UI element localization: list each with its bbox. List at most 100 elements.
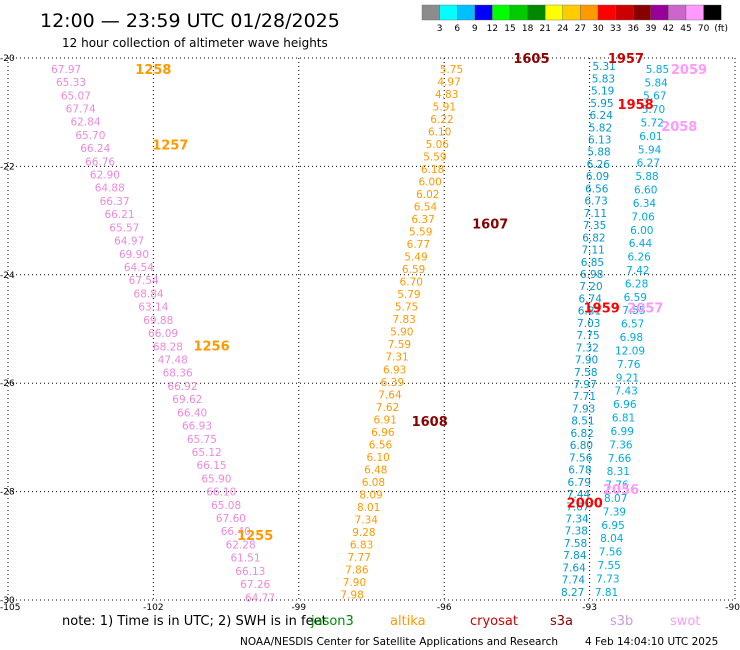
wave-height-value: 6.59 — [624, 292, 647, 304]
legend-swatch — [615, 4, 634, 21]
wave-height-value: 7.32 — [576, 342, 599, 354]
wave-height-value: 5.88 — [587, 147, 610, 159]
wave-height-value: 6.44 — [629, 238, 653, 250]
wave-height-value: 6.77 — [407, 239, 430, 251]
mission-legend: jason3 altika cryosat s3a s3b swot — [310, 614, 700, 629]
wave-height-value: 66.10 — [206, 487, 236, 499]
wave-height-value: 7.03 — [577, 318, 600, 330]
wave-height-value: 69.62 — [172, 394, 202, 406]
wave-height-value: 5.59 — [423, 151, 446, 163]
legend-label: 6 — [454, 24, 460, 34]
wave-height-value: 6.60 — [634, 185, 657, 197]
wave-height-value: 7.11 — [581, 245, 604, 257]
wave-height-value: 6.81 — [578, 306, 601, 318]
wave-height-value: 7.67 — [566, 501, 589, 513]
wave-height-value: 69.90 — [119, 249, 149, 261]
wave-height-value: 8.04 — [600, 533, 624, 545]
wave-height-value: 6.08 — [362, 477, 385, 489]
wave-height-value: 66.92 — [167, 381, 197, 393]
legend-swatch — [668, 4, 687, 21]
wave-height-value: 6.95 — [601, 520, 624, 532]
wave-height-value: 6.73 — [584, 196, 607, 208]
wave-height-value: 6.00 — [418, 176, 441, 188]
wave-height-value: 65.70 — [75, 130, 105, 142]
wave-height-value: 6.98 — [580, 269, 603, 281]
wave-height-value: 6.70 — [400, 277, 423, 289]
wave-height-value: 61.51 — [230, 553, 260, 565]
wave-height-value: 6.74 — [579, 293, 603, 305]
pass-time-label: 1959 — [584, 301, 620, 316]
wave-height-value: 4.83 — [435, 89, 458, 101]
wave-height-value: 6.99 — [611, 426, 634, 438]
pass-time-label: 2000 — [567, 496, 603, 511]
wave-height-value: 7.81 — [595, 587, 618, 599]
wave-height-value: 67.97 — [51, 64, 81, 76]
wave-height-value: 63.14 — [138, 302, 168, 314]
wave-height-value: 6.82 — [570, 428, 593, 440]
wave-height-value: 7.86 — [345, 565, 369, 577]
wave-height-value: 7.74 — [562, 575, 586, 587]
legend-swatch — [685, 4, 704, 21]
legend-swatch — [650, 4, 669, 21]
y-tick-label: -24 — [0, 271, 15, 281]
wave-height-value: 7.58 — [564, 538, 587, 550]
wave-height-value: 64.97 — [114, 236, 144, 248]
legend-label: 45 — [680, 24, 691, 34]
wave-height-value: 6.78 — [568, 465, 591, 477]
y-tick-label: -20 — [0, 54, 15, 64]
wave-height-value: 6.59 — [402, 264, 425, 276]
wave-height-value: 66.37 — [100, 196, 130, 208]
wave-height-value: 7.98 — [340, 590, 363, 602]
wave-height-value: 7.11 — [584, 208, 607, 220]
mission-legend-s3b: s3b — [610, 614, 633, 629]
legend-swatch — [474, 4, 493, 21]
wave-height-value: 5.06 — [426, 139, 450, 151]
legend-label: 70 — [698, 24, 710, 34]
wave-height-value: 6.37 — [411, 214, 434, 226]
y-tick-label: -28 — [0, 488, 15, 498]
pass-time-label: 1255 — [237, 529, 273, 544]
legend-swatch — [597, 4, 616, 21]
legend-swatch — [633, 4, 652, 21]
wave-height-value: 6.83 — [350, 540, 373, 552]
wave-height-value: 7.62 — [376, 402, 399, 414]
legend-label: (ft) — [714, 24, 728, 34]
wave-height-value: 7.64 — [378, 389, 402, 401]
wave-height-value: 7.90 — [343, 577, 366, 589]
wave-height-value: 6.01 — [639, 131, 662, 143]
wave-height-value: 6.18 — [421, 164, 444, 176]
wave-height-value: 5.19 — [591, 86, 614, 98]
wave-height-value: 7.44 — [567, 489, 591, 501]
pass-time-label: 1607 — [472, 217, 508, 232]
wave-height-value: 5.72 — [641, 117, 664, 129]
wave-height-value: 6.93 — [383, 364, 406, 376]
legend-label: 30 — [592, 24, 604, 34]
wave-height-value: 6.96 — [613, 399, 637, 411]
legend-label: 12 — [487, 24, 498, 34]
wave-height-value: 7.34 — [565, 514, 589, 526]
wave-height-value: 8.07 — [604, 493, 627, 505]
wave-height-value: 5.75 — [395, 302, 418, 314]
wave-height-value: 5.70 — [642, 104, 665, 116]
wave-height-value: 5.88 — [635, 171, 658, 183]
wave-height-value: 66.21 — [104, 209, 134, 221]
footer-note: note: 1) Time is in UTC; 2) SWH is in fe… — [62, 614, 327, 629]
wave-height-value: 64.54 — [124, 262, 154, 274]
wave-height-value: 6.79 — [568, 477, 591, 489]
legend-swatch — [545, 4, 564, 21]
wave-height-value: 7.90 — [575, 355, 598, 367]
wave-height-value: 68.28 — [153, 341, 183, 353]
wave-height-value: 65.07 — [61, 90, 91, 102]
wave-height-value: 65.33 — [56, 77, 86, 89]
wave-height-value: 5.95 — [590, 98, 613, 110]
wave-height-value: 68.36 — [163, 368, 193, 380]
wave-height-value: 6.85 — [581, 257, 604, 269]
wave-height-value: 6.56 — [369, 439, 393, 451]
wave-height-value: 6.39 — [381, 377, 404, 389]
legend-swatch — [527, 4, 546, 21]
legend-swatch — [703, 4, 722, 21]
wave-height-value: 8.27 — [561, 587, 584, 599]
wave-height-value: 6.02 — [416, 189, 439, 201]
wave-height-value: 69.88 — [143, 315, 173, 327]
wave-height-value: 66.40 — [221, 526, 251, 538]
